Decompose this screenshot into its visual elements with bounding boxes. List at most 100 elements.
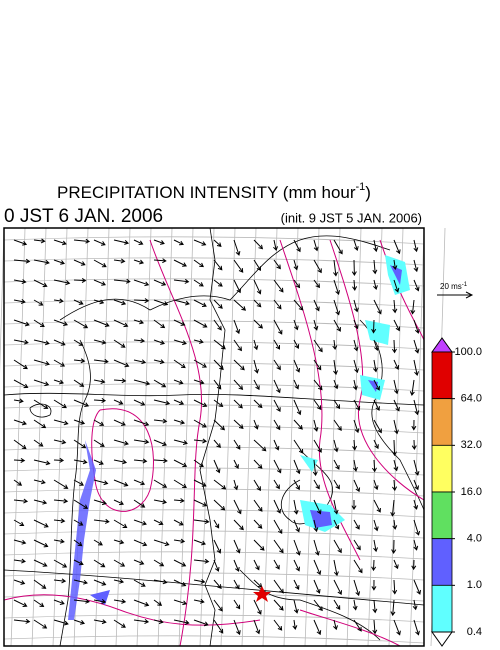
graticule-line xyxy=(3,509,425,518)
wind-arrow xyxy=(393,399,400,412)
wind-arrow xyxy=(73,499,89,509)
wind-arrow xyxy=(293,379,299,390)
wind-arrow xyxy=(53,239,67,246)
wind-arrow xyxy=(173,559,187,567)
colorbar: 100.0 64.0 32.0 16.0 4.0 1.0 0.4 xyxy=(431,337,482,647)
wind-arrow xyxy=(233,479,239,491)
wind-arrow xyxy=(93,459,104,465)
wind-arrow xyxy=(371,559,377,572)
wind-arrow xyxy=(193,619,209,627)
wind-arrow xyxy=(273,439,280,451)
wind-arrow xyxy=(153,579,168,585)
wind-arrow xyxy=(293,499,299,515)
wind-arrow xyxy=(393,559,399,570)
wind-arrow xyxy=(233,339,242,352)
wind-arrow xyxy=(313,419,319,432)
wind-arrow xyxy=(253,299,262,308)
wind-arrow xyxy=(113,598,127,604)
wind-arrow xyxy=(213,399,224,407)
wind-arrow xyxy=(153,599,163,606)
wind-arrow xyxy=(13,339,29,345)
wind-arrow xyxy=(293,559,300,572)
wind-arrow xyxy=(413,319,420,334)
wind-arrow xyxy=(33,559,48,567)
wind-arrow xyxy=(353,579,361,597)
wind-arrow xyxy=(313,619,322,636)
wind-arrow xyxy=(53,498,69,504)
wind-arrow xyxy=(352,599,358,611)
wind-arrow xyxy=(391,439,397,457)
graticule-line xyxy=(367,227,383,647)
graticule-line xyxy=(3,278,425,287)
wind-arrow xyxy=(33,439,44,447)
wind-arrow xyxy=(273,559,280,570)
wind-arrow xyxy=(273,519,283,535)
wind-arrow xyxy=(113,459,128,465)
wind-arrow xyxy=(13,319,30,327)
wind-arrow xyxy=(409,379,415,396)
wind-arrow xyxy=(273,539,284,554)
wind-arrow xyxy=(373,279,378,291)
wind-arrow xyxy=(213,479,227,490)
wind-arrow xyxy=(193,459,204,468)
graticule-line xyxy=(3,425,425,434)
wind-arrow xyxy=(173,498,185,504)
title-end: ) xyxy=(365,183,371,202)
wind-arrow xyxy=(253,479,261,492)
wind-arrow xyxy=(333,299,341,316)
wind-arrow xyxy=(173,239,184,246)
wind-arrow xyxy=(173,459,188,468)
wind-arrow xyxy=(293,419,303,430)
wind-arrow xyxy=(373,379,380,391)
wind-arrow xyxy=(293,279,301,289)
wind-arrow xyxy=(213,599,223,612)
vector-legend-label: 20 ms-1 xyxy=(440,282,468,292)
wind-arrow xyxy=(113,539,125,545)
wind-arrow xyxy=(273,459,282,474)
wind-arrow xyxy=(273,599,284,611)
wind-arrow xyxy=(313,299,320,312)
wind-arrow xyxy=(33,519,49,528)
wind-arrow xyxy=(273,239,278,252)
graticule-line xyxy=(136,227,152,647)
graticule-line xyxy=(283,227,299,647)
vector-label-exponent: -1 xyxy=(462,282,468,288)
wind-arrow xyxy=(173,519,184,526)
wind-arrow xyxy=(213,239,222,247)
wind-arrow xyxy=(313,439,322,453)
wind-arrow xyxy=(352,279,358,291)
graticule-line xyxy=(325,227,341,647)
wind-arrow xyxy=(293,359,301,373)
wind-arrow xyxy=(393,459,399,472)
wind-arrow xyxy=(33,579,47,589)
wind-arrow xyxy=(153,258,167,264)
wind-arrow xyxy=(353,319,359,330)
wind-arrow xyxy=(353,559,363,574)
wind-arrow xyxy=(373,299,382,315)
wind-arrow xyxy=(233,519,244,531)
wind-arrow xyxy=(333,259,338,277)
wind-arrow xyxy=(133,519,147,526)
wind-arrow xyxy=(113,479,129,487)
map-bg xyxy=(4,228,424,646)
wind-arrow xyxy=(313,379,323,391)
wind-arrow xyxy=(113,519,128,528)
graticule-line xyxy=(115,227,131,647)
wind-arrow xyxy=(233,379,244,391)
wind-arrow xyxy=(213,539,222,554)
wind-arrow xyxy=(93,479,109,486)
wind-arrow xyxy=(292,619,298,630)
graticule-line xyxy=(10,227,26,647)
wind-arrow xyxy=(333,239,343,255)
wind-arrow xyxy=(53,457,65,463)
wind-arrow xyxy=(113,619,126,628)
wind-arrow xyxy=(133,579,146,587)
wind-arrow xyxy=(313,499,322,515)
wind-arrow xyxy=(73,598,90,604)
wind-arrow xyxy=(153,619,164,624)
wind-arrow xyxy=(73,259,86,266)
wind-arrow xyxy=(352,379,358,391)
wind-arrow xyxy=(13,618,31,624)
wind-arrow xyxy=(73,339,84,346)
wind-arrow xyxy=(293,259,299,271)
